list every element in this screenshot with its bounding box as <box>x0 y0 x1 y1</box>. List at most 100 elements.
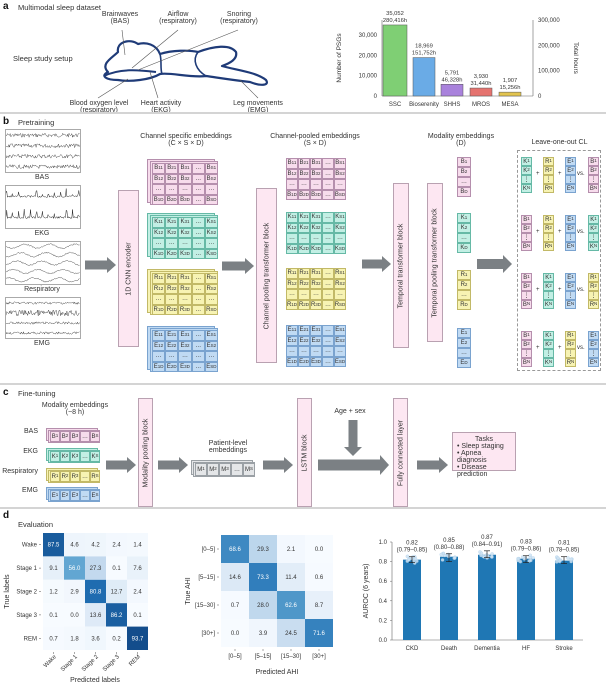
tasks-title: Tasks <box>475 436 493 443</box>
embedding-cell: E S2 <box>204 340 218 351</box>
embedding-cell: … <box>286 233 298 244</box>
embedding-cell: ⋮ <box>521 175 532 184</box>
bar-value-label: 0.83 <box>520 540 532 546</box>
heatmap-cell <box>85 603 106 627</box>
signal-line <box>5 321 80 325</box>
signal-bas <box>5 129 81 173</box>
heatmap-value: 0.1 <box>49 613 58 619</box>
embedding-cell: B 22 <box>165 173 179 184</box>
bootstrap-point <box>516 558 520 563</box>
channel-specific-grid-B: B 11 B 21 B 31… B S1 B 12 B 22 B 32… B S2…………… B 1D B 2D B 3D… <box>152 163 218 205</box>
embedding-cell: … <box>298 289 310 300</box>
embedding-cell: ⋮ <box>565 233 576 242</box>
embedding-cell: … <box>80 471 90 482</box>
signal-line <box>5 188 80 199</box>
y-right-tick-label: 100,000 <box>538 69 560 75</box>
embedding-cell: … <box>322 346 334 357</box>
embedding-cell: E 21 <box>165 330 179 341</box>
heatmap-cell <box>127 603 148 627</box>
embedding-cell: B SD <box>334 189 346 200</box>
task-disease-prediction: • Disease prediction <box>457 464 488 478</box>
signal-line <box>5 260 80 266</box>
embedding-cell: K 11 <box>286 212 298 223</box>
embedding-cell: … <box>80 431 90 442</box>
signal-respiratory <box>5 241 81 285</box>
bootstrap-point <box>529 558 533 563</box>
embedding-cell: … <box>165 351 179 362</box>
divider-c-d <box>0 507 606 509</box>
y-tick-label: 10,000 <box>359 74 378 80</box>
embedding-cell: K 21 <box>165 217 179 228</box>
heatmap-cell <box>127 556 148 580</box>
heatmap-cell <box>221 591 249 619</box>
plus-sign: + <box>536 171 540 177</box>
x-tick-label: CKD <box>406 646 419 652</box>
embedding-cell: B 2D <box>165 194 179 205</box>
x-axis-label: Predicted AHI <box>256 669 299 676</box>
channel-pooled-grid-K: K 11 K 21 K 31… K S1 K 12 K 22 K 32… K S2…………… K 1D K 2D K 3D… <box>286 212 346 254</box>
embedding-cell: … <box>310 233 322 244</box>
embedding-cell: K 3D <box>310 243 322 254</box>
embedding-cell: … <box>322 243 334 254</box>
bar-stroke <box>555 560 573 640</box>
embedding-cell: R SD <box>204 304 218 315</box>
col-label: [5–15] <box>255 654 272 660</box>
bar-mesa <box>498 91 522 97</box>
embedding-cell: ⋮ <box>588 175 599 184</box>
heatmap-value: 0.2 <box>112 636 121 642</box>
embedding-cell: E 12 <box>286 335 298 346</box>
embedding-cell: K 2D <box>298 243 310 254</box>
x-tick-label: MESA <box>501 102 518 108</box>
bar-value-label: 18,969 <box>415 44 433 50</box>
bootstrap-point <box>569 557 573 562</box>
col-label: [0–5] <box>228 654 242 660</box>
embedding-cell: K 21 <box>298 212 310 223</box>
x-tick-label: SHHS <box>444 102 461 108</box>
bar-hours-label: 46,328h <box>442 77 463 83</box>
embedding-cell: E 1D <box>286 356 298 367</box>
embedding-cell: B 3D <box>310 189 322 200</box>
sensor-brainwaves: Brainwaves (BAS) <box>101 11 139 25</box>
embedding-cell: … <box>191 283 205 294</box>
embedding-cell: … <box>298 233 310 244</box>
signal-line <box>5 277 80 283</box>
y-right-tick-label: 300,000 <box>538 18 560 24</box>
y-tick-label: 0 <box>374 94 378 100</box>
embedding-cell: … <box>286 289 298 300</box>
embedding-cell: R 22 <box>298 278 310 289</box>
bar-value-label: 0.81 <box>558 541 570 547</box>
embedding-cell: … <box>191 340 205 351</box>
heatmap-value: 0.1 <box>133 613 142 619</box>
heatmap-cell <box>43 603 64 627</box>
embedding-cell: R 21 <box>165 273 179 284</box>
bar-bioserenity <box>412 57 436 97</box>
embedding-cell: … <box>191 273 205 284</box>
divider-b-c <box>0 383 606 385</box>
heatmap-cell <box>43 626 64 650</box>
ft-row-label-respiratory: Respiratory <box>2 468 38 475</box>
signal-line <box>5 251 80 258</box>
bar-hours-label: 31,440h <box>471 81 492 87</box>
embedding-cell: E 22 <box>298 335 310 346</box>
embedding-cell: R S1 <box>334 268 346 279</box>
bootstrap-point <box>489 554 494 559</box>
embedding-cell: B 11 <box>152 163 166 174</box>
x-tick-label: SSC <box>389 102 402 108</box>
embedding-cell: … <box>298 179 310 190</box>
